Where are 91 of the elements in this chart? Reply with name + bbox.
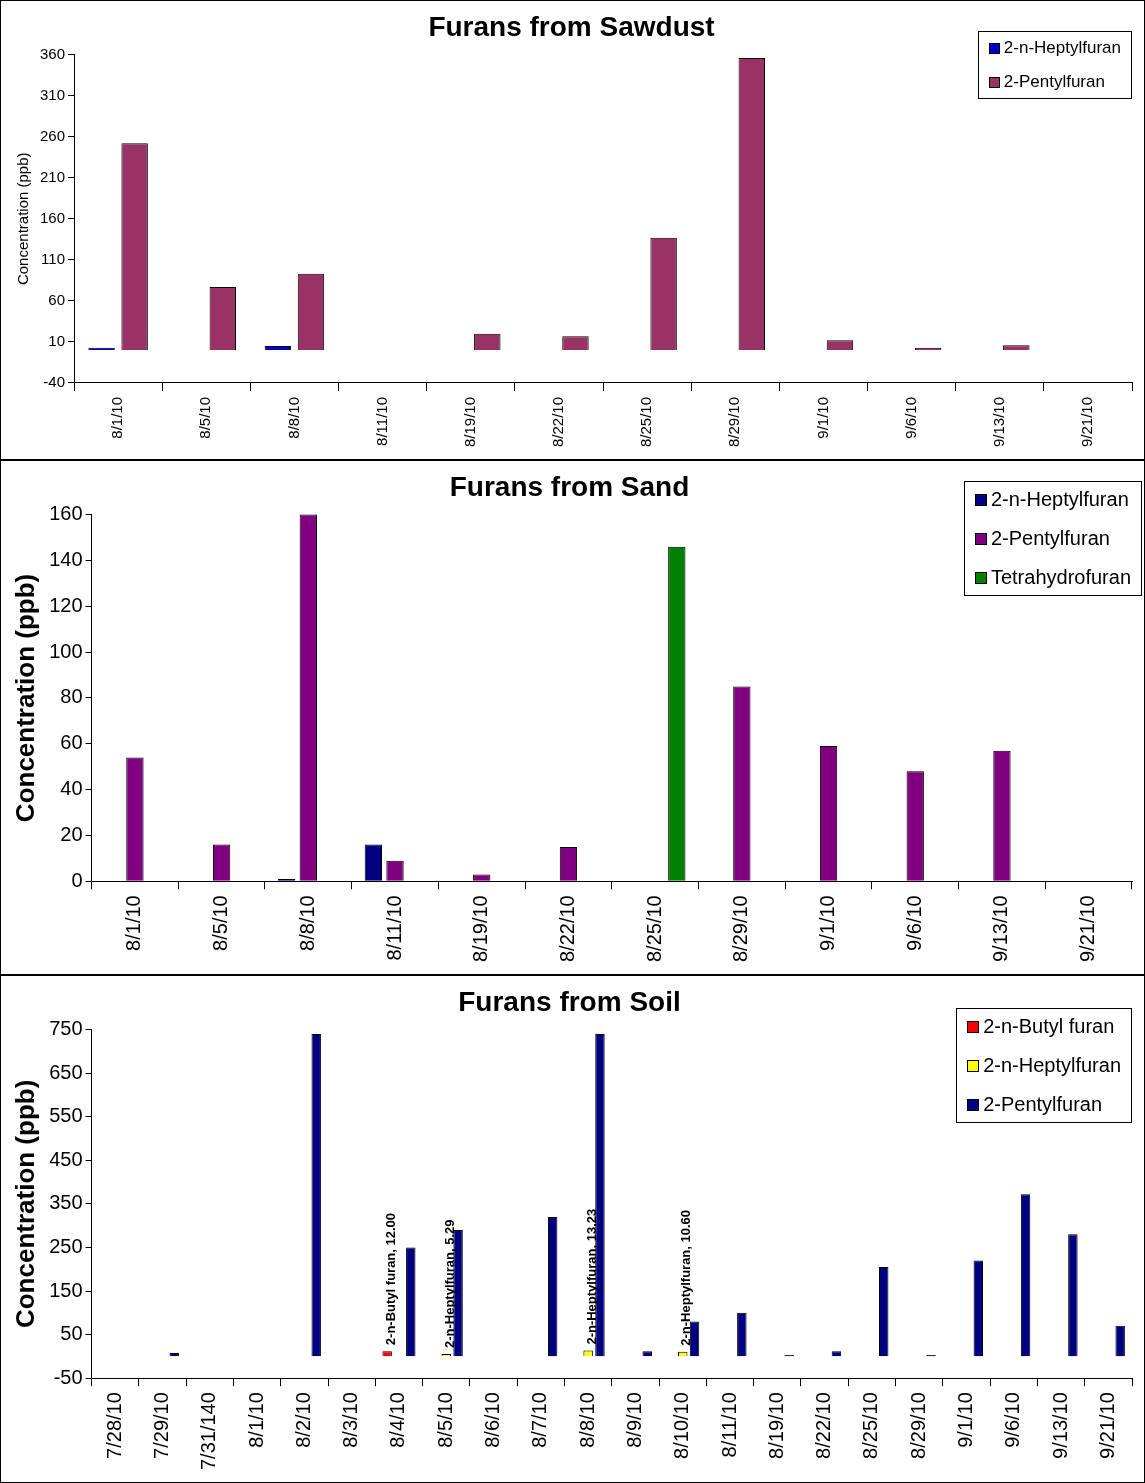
x-tick-label: 9/21/10 bbox=[1078, 396, 1096, 447]
x-tick-label: 8/5/10 bbox=[209, 895, 232, 951]
y-tick-label: 40 bbox=[60, 777, 83, 800]
y-tick-label: 150 bbox=[49, 1278, 83, 1301]
y-tick-label: 450 bbox=[49, 1147, 83, 1170]
x-tick-label: 8/22/10 bbox=[812, 1392, 835, 1459]
data-label: 2-n-Heptylfuran, 5.29 bbox=[441, 1219, 457, 1349]
y-tick-label: 60 bbox=[60, 731, 83, 754]
legend-label: 2-Pentylfuran bbox=[990, 527, 1110, 550]
x-tick-label: 8/1/10 bbox=[244, 1392, 267, 1448]
x-tick-label: 8/1/10 bbox=[108, 396, 126, 439]
x-tick-label: 8/2/10 bbox=[291, 1392, 314, 1448]
x-tick-label: 8/22/10 bbox=[549, 396, 567, 447]
chart-title: Furans from Soil bbox=[458, 985, 681, 1017]
y-tick-label: 210 bbox=[40, 167, 66, 185]
x-tick-label: 8/3/10 bbox=[339, 1392, 362, 1448]
x-tick-label: 9/21/10 bbox=[1076, 895, 1099, 963]
x-tick-label: 8/5/10 bbox=[433, 1392, 456, 1448]
y-axis-title: Concentration (ppb) bbox=[14, 152, 32, 286]
legend-label: 2-Pentylfuran bbox=[1003, 72, 1105, 92]
y-tick-label: 10 bbox=[48, 332, 66, 350]
y-tick-label: 20 bbox=[60, 822, 83, 845]
y-tick-label: 100 bbox=[49, 639, 83, 662]
y-tick-label: 140 bbox=[49, 547, 83, 570]
y-tick-label: 160 bbox=[49, 502, 83, 525]
y-tick-label: 750 bbox=[49, 1017, 83, 1040]
x-tick-label: 9/13/10 bbox=[989, 396, 1007, 447]
x-tick-label: 8/5/10 bbox=[196, 396, 214, 439]
legend-label: 2-n-Butyl furan bbox=[983, 1015, 1115, 1038]
y-tick-label: 120 bbox=[49, 593, 83, 616]
x-tick-label: 7/31/140 bbox=[197, 1392, 220, 1471]
y-tick-label: 260 bbox=[40, 126, 66, 144]
y-tick-label: 0 bbox=[71, 868, 83, 891]
x-tick-label: 9/1/10 bbox=[816, 895, 839, 951]
x-tick-label: 8/1/10 bbox=[122, 895, 145, 951]
y-tick-label: 160 bbox=[40, 208, 66, 226]
data-label: 2-n-Heptylfuran, 10.60 bbox=[678, 1209, 694, 1346]
x-tick-label: 8/11/10 bbox=[372, 396, 390, 446]
legend-label: 2-n-Heptylfuran bbox=[983, 1054, 1121, 1077]
legend-label: Tetrahydrofuran bbox=[990, 566, 1131, 589]
x-tick-label: 9/13/10 bbox=[989, 895, 1012, 963]
x-tick-label: 8/7/10 bbox=[528, 1392, 551, 1448]
x-tick-label: 8/8/10 bbox=[284, 396, 302, 439]
x-tick-label: 8/19/10 bbox=[460, 396, 478, 447]
x-tick-label: 9/1/10 bbox=[813, 396, 831, 439]
data-label: 2-n-Butyl furan, 12.00 bbox=[382, 1212, 398, 1346]
x-tick-label: 8/9/10 bbox=[622, 1392, 645, 1448]
x-tick-label: 9/6/10 bbox=[902, 895, 925, 951]
x-tick-label: 9/1/10 bbox=[953, 1392, 976, 1448]
x-tick-label: 8/19/10 bbox=[469, 895, 492, 963]
x-tick-label: 9/6/10 bbox=[1001, 1392, 1024, 1448]
x-tick-label: 8/25/10 bbox=[859, 1392, 882, 1459]
legend-label: 2-Pentylfuran bbox=[983, 1093, 1103, 1116]
x-tick-label: 9/6/10 bbox=[901, 396, 919, 439]
y-tick-label: -50 bbox=[53, 1365, 83, 1388]
chart-title: Furans from Sawdust bbox=[428, 10, 715, 42]
data-label: 2-n-Heptylfuran, 13.23 bbox=[583, 1208, 599, 1345]
y-axis-title: Concentration (ppb) bbox=[9, 1079, 40, 1329]
y-tick-label: 360 bbox=[40, 44, 66, 62]
x-tick-label: 9/21/10 bbox=[1095, 1392, 1118, 1459]
y-tick-label: 310 bbox=[40, 85, 66, 103]
y-tick-label: 350 bbox=[49, 1191, 83, 1214]
y-tick-label: 650 bbox=[49, 1060, 83, 1083]
y-tick-label: -40 bbox=[43, 373, 66, 391]
y-tick-label: 50 bbox=[60, 1322, 83, 1345]
x-tick-label: 7/28/10 bbox=[102, 1392, 125, 1459]
chart-title: Furans from Sand bbox=[449, 470, 690, 502]
x-tick-label: 9/13/10 bbox=[1048, 1392, 1071, 1459]
y-tick-label: 250 bbox=[49, 1234, 83, 1257]
x-tick-label: 7/29/10 bbox=[150, 1392, 173, 1459]
x-tick-label: 8/25/10 bbox=[637, 396, 655, 447]
y-tick-label: 60 bbox=[48, 291, 66, 309]
y-tick-label: 110 bbox=[41, 249, 66, 267]
legend-label: 2-n-Heptylfuran bbox=[1003, 38, 1121, 58]
x-tick-label: 8/4/10 bbox=[386, 1392, 409, 1448]
x-tick-label: 8/29/10 bbox=[725, 396, 743, 447]
x-tick-label: 8/22/10 bbox=[555, 895, 578, 963]
x-tick-label: 8/8/10 bbox=[575, 1392, 598, 1448]
x-tick-label: 8/11/10 bbox=[717, 1392, 740, 1458]
x-tick-label: 8/10/10 bbox=[670, 1392, 693, 1459]
x-tick-label: 8/29/10 bbox=[906, 1392, 929, 1459]
x-tick-label: 8/25/10 bbox=[642, 895, 665, 963]
legend-label: 2-n-Heptylfuran bbox=[990, 488, 1129, 511]
y-tick-label: 550 bbox=[49, 1104, 83, 1127]
y-tick-label: 80 bbox=[60, 685, 83, 708]
x-tick-label: 8/29/10 bbox=[729, 895, 752, 963]
x-tick-label: 8/11/10 bbox=[382, 895, 405, 961]
y-axis-title: Concentration (ppb) bbox=[9, 573, 40, 823]
x-tick-label: 8/19/10 bbox=[764, 1392, 787, 1459]
x-tick-label: 8/6/10 bbox=[481, 1392, 504, 1448]
x-tick-label: 8/8/10 bbox=[295, 895, 318, 951]
